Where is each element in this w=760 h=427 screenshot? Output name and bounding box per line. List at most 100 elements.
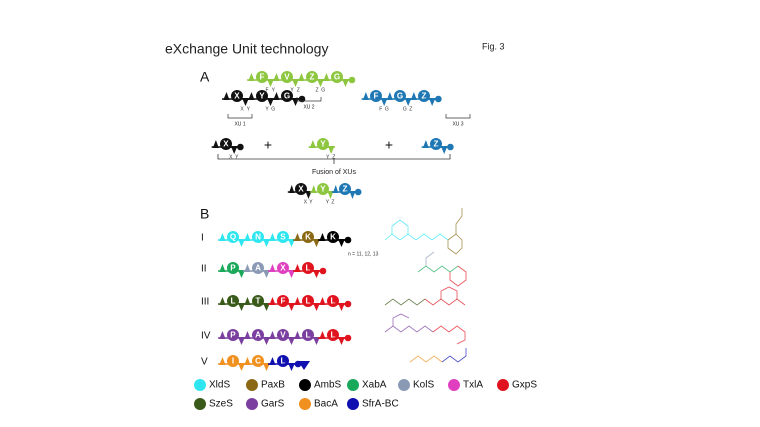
domain-up (332, 185, 339, 193)
xu-label: XU 3 (452, 121, 463, 127)
domain-up (319, 233, 326, 241)
domain-up (219, 357, 226, 365)
domain-down (263, 239, 270, 247)
row-numeral: III (201, 297, 209, 308)
domain-down (288, 239, 295, 247)
domain-down (338, 337, 345, 345)
module (394, 90, 406, 102)
domain-down (313, 337, 320, 345)
domain-down (338, 303, 345, 311)
row-numeral: I (201, 233, 204, 244)
legend-swatch (347, 379, 359, 391)
end-dot (237, 143, 244, 151)
module (227, 295, 239, 307)
module-letter: K (330, 233, 336, 242)
domain-up (269, 357, 276, 365)
sub-letter: Z (297, 87, 300, 93)
domain-down (263, 337, 270, 345)
module (252, 329, 264, 341)
sub-letter: G (321, 87, 325, 93)
module-letter: P (230, 264, 236, 273)
domain-up (294, 297, 301, 305)
domain-up (298, 73, 305, 81)
domain-up (219, 233, 226, 241)
end-dot (344, 334, 352, 342)
module-letter: L (306, 264, 311, 273)
domain-up (386, 92, 393, 100)
legend-label: PaxB (261, 380, 285, 391)
domain-up (294, 331, 301, 339)
figure-label: Fig. 3 (482, 41, 505, 51)
title: eXchange Unit technology (165, 41, 328, 57)
module-letter: Z (343, 185, 348, 194)
module-letter: Y (320, 140, 326, 149)
legend-label: BacA (314, 399, 338, 410)
sub-letter: Z (332, 154, 335, 160)
module-letter: X (234, 92, 240, 101)
sub-letter: Y (326, 154, 330, 160)
module-letter: G (397, 92, 403, 101)
fusion-label: Fusion of XUs (312, 169, 356, 176)
domain-down (338, 239, 345, 247)
module-letter: V (280, 331, 286, 340)
module-letter: Z (434, 140, 439, 149)
module (295, 183, 307, 195)
legend-label: GxpS (512, 380, 537, 391)
legend-label: SfrA-BC (362, 399, 399, 410)
domain-up (310, 185, 317, 193)
module-letter: A (255, 331, 261, 340)
sub-letter: Y (272, 87, 276, 93)
sub-letter: X (304, 199, 308, 205)
domain-down (313, 239, 320, 247)
module-letter: L (306, 331, 311, 340)
sub-letter: Y (326, 199, 330, 205)
module-letter: L (331, 297, 336, 306)
legend-swatch (398, 379, 410, 391)
domain-up (319, 331, 326, 339)
sub-letter: Y (290, 87, 294, 93)
xu-bracket (445, 114, 471, 119)
module-letter: L (281, 357, 286, 366)
module-letter: L (331, 331, 336, 340)
domain-down (292, 79, 299, 87)
module (277, 231, 289, 243)
module-letter: Y (320, 185, 326, 194)
domain-down (238, 337, 245, 345)
domain-up (244, 297, 251, 305)
domain-up (244, 233, 251, 241)
domain-down (317, 79, 324, 87)
module-letter: G (334, 73, 340, 82)
sub-letter: Z (409, 106, 412, 112)
legend-label: XldS (209, 380, 230, 391)
module (277, 295, 289, 307)
end-dot (344, 236, 352, 244)
legend-swatch (246, 379, 258, 391)
sub-letter: F (379, 106, 382, 112)
sub-letter: G (385, 106, 389, 112)
legend-label: GarS (261, 399, 285, 410)
sub-letter: G (403, 106, 407, 112)
module (302, 329, 314, 341)
legend-label: XabA (362, 380, 387, 391)
legend-swatch (246, 398, 258, 410)
domain-up (244, 357, 251, 365)
module (277, 262, 289, 274)
module-letter: G (284, 92, 290, 101)
sub-letter: Y (265, 106, 269, 112)
domain-down (342, 79, 349, 87)
module-letter: X (223, 140, 229, 149)
domain-up (288, 185, 295, 193)
domain-up (323, 73, 330, 81)
domain-up (219, 331, 226, 339)
legend-label: AmbS (314, 380, 342, 391)
domain-down (242, 98, 249, 106)
module-letter: A (255, 264, 261, 273)
domain-down (298, 361, 310, 370)
legend-swatch (299, 398, 311, 410)
module-letter: Z (422, 92, 427, 101)
end-dot (298, 95, 306, 103)
domain-up (269, 264, 276, 272)
domain-down (428, 98, 436, 106)
module-letter: Q (230, 233, 236, 242)
legend-swatch (448, 379, 460, 391)
